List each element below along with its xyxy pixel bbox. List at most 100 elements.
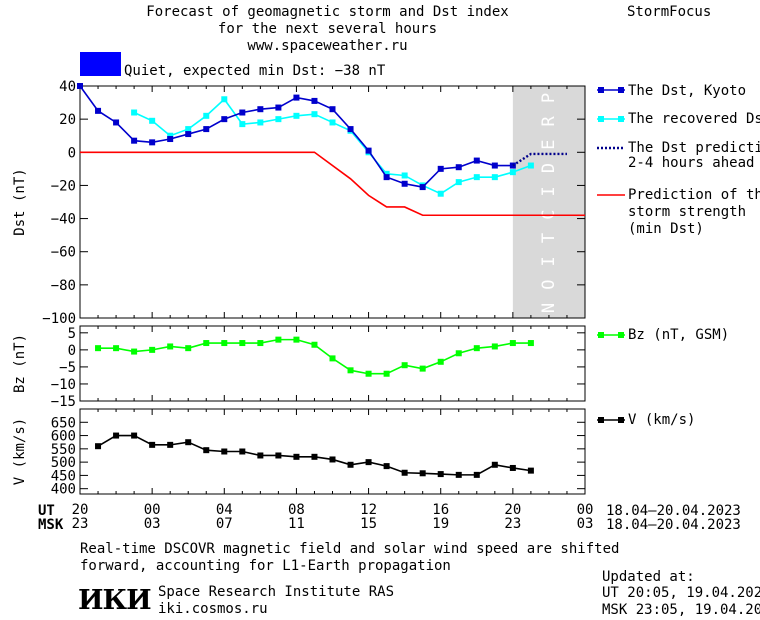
dst-kyoto-point — [293, 94, 300, 101]
bz-point — [329, 355, 336, 362]
dst-kyoto-point — [257, 106, 264, 113]
status-color-box — [80, 52, 121, 76]
date-range-msk: 18.04–20.04.2023 — [606, 517, 741, 533]
recovered-dst-line — [133, 98, 532, 195]
bz-point — [275, 336, 282, 343]
bz-point — [437, 358, 444, 365]
dst-kyoto-point — [113, 119, 120, 126]
v-point — [473, 471, 480, 478]
recovered-dst-point — [203, 112, 210, 119]
legend-recovered-glyph-marker — [598, 116, 604, 122]
y-tick-label: 40 — [59, 79, 76, 95]
y-tick-label: −5 — [59, 360, 76, 376]
legend-recovered-glyph-marker — [618, 116, 624, 122]
dst-kyoto-point — [437, 165, 444, 172]
v-point — [527, 467, 534, 474]
v-point — [401, 469, 408, 476]
dst-kyoto-point — [239, 109, 246, 116]
bz-point — [149, 346, 156, 353]
recovered-dst-point — [167, 132, 174, 139]
y-tick-label: 400 — [51, 482, 76, 498]
bz-point — [113, 345, 120, 352]
bz-point — [311, 341, 318, 348]
footer-note-line1: Real-time DSCOVR magnetic field and sola… — [80, 541, 620, 557]
chart-title-line1: Forecast of geomagnetic storm and Dst in… — [146, 4, 509, 20]
prediction-band-letter: I — [539, 186, 559, 196]
legend-bz-glyph-marker — [598, 332, 604, 338]
prediction-band-letter: N — [539, 303, 559, 313]
recovered-dst-point — [257, 119, 264, 126]
recovered-dst-point — [527, 162, 534, 169]
msk-tick-label: 23 — [504, 516, 521, 532]
recovered-dst-point — [131, 109, 138, 116]
bz-point — [491, 343, 498, 350]
prediction-band — [512, 86, 585, 318]
legend-v-glyph-marker — [618, 417, 624, 423]
recovered-dst-point — [311, 111, 318, 118]
dst-kyoto-point — [455, 164, 462, 171]
recovered-dst-point — [149, 117, 156, 124]
institute-name: Space Research Institute RAS — [158, 584, 395, 600]
v-point — [239, 448, 246, 455]
ut-tick-label: 00 — [144, 502, 161, 518]
y-tick-label: −80 — [51, 278, 76, 294]
bz-point — [257, 340, 264, 347]
v-point — [257, 452, 264, 459]
legend-bz: Bz (nT, GSM) — [628, 327, 730, 343]
recovered-dst-point — [329, 119, 336, 126]
legend-storm-line2: storm strength — [628, 204, 747, 220]
bz-point — [221, 340, 228, 347]
v-point — [311, 453, 318, 460]
y-tick-label: 20 — [59, 112, 76, 128]
dst-kyoto-point — [365, 147, 372, 154]
y-axis-title: Bz (nT) — [12, 334, 28, 393]
v-point — [185, 439, 192, 446]
prediction-band-letter: R — [539, 115, 559, 126]
legend-recovered: The recovered Dst — [628, 111, 760, 127]
prediction-band-letter: E — [539, 140, 559, 150]
v-point — [437, 471, 444, 478]
y-tick-label: 5 — [68, 326, 76, 342]
bz-point — [131, 348, 138, 355]
legend-prediction-line1: The Dst prediction — [628, 140, 760, 156]
dst-kyoto-point — [347, 126, 354, 133]
dst-kyoto-point — [221, 116, 228, 123]
ut-tick-label: 16 — [432, 502, 449, 518]
y-axis-title: Dst (nT) — [12, 168, 28, 235]
recovered-dst-point — [293, 112, 300, 119]
storm-strength-line — [80, 151, 585, 217]
legend-v-glyph-marker — [598, 417, 604, 423]
updated-label: Updated at: — [602, 569, 695, 585]
msk-tick-label: 15 — [360, 516, 377, 532]
y-tick-label: 500 — [51, 455, 76, 471]
prediction-band-letter: I — [539, 256, 559, 266]
dst-kyoto-point — [275, 104, 282, 111]
bz-point — [167, 343, 174, 350]
legend-prediction-line2: 2-4 hours ahead — [628, 155, 755, 171]
institute-site: iki.cosmos.ru — [158, 601, 268, 617]
ut-tick-label: 00 — [577, 502, 594, 518]
y-tick-label: 650 — [51, 415, 76, 431]
panel-frame — [79, 408, 586, 495]
status-text: Quiet, expected min Dst: −38 nT — [124, 63, 386, 79]
ut-tick-label: 20 — [504, 502, 521, 518]
bz-point — [383, 370, 390, 377]
y-tick-label: 450 — [51, 468, 76, 484]
recovered-dst-point — [437, 190, 444, 197]
recovered-dst-point — [509, 169, 516, 176]
y-tick-label: −15 — [51, 394, 76, 410]
legend-bz-glyph-marker — [618, 332, 624, 338]
y-tick-label: 0 — [68, 343, 76, 359]
v-point — [203, 447, 210, 454]
msk-label: MSK — [38, 517, 64, 533]
y-tick-label: −100 — [42, 311, 76, 327]
v-point — [167, 441, 174, 448]
ut-tick-label: 04 — [216, 502, 233, 518]
panel-frame — [79, 325, 586, 402]
legend-v: V (km/s) — [628, 412, 696, 428]
msk-tick-label: 03 — [577, 516, 594, 532]
v-point — [95, 443, 102, 450]
recovered-dst-point — [473, 174, 480, 181]
bz-point — [527, 340, 534, 347]
dst-kyoto-point — [329, 106, 336, 113]
